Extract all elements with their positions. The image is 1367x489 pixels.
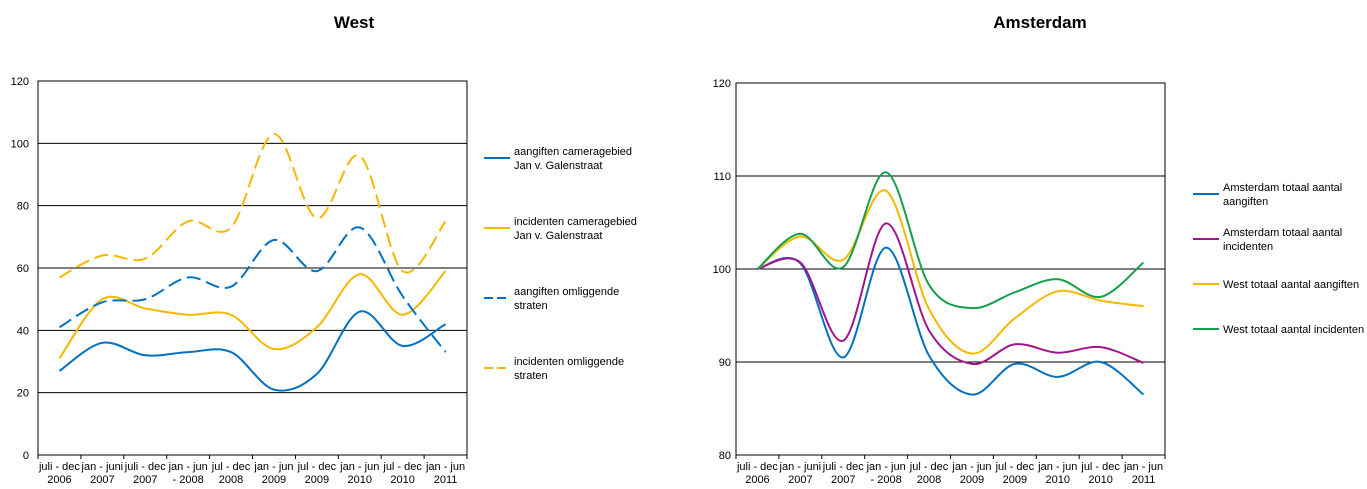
chart-title: West bbox=[334, 13, 375, 32]
series-line bbox=[756, 189, 1144, 355]
series-line bbox=[756, 171, 1145, 310]
x-tick-label: jul - dec 2009 bbox=[297, 461, 337, 486]
y-tick-label: 100 bbox=[713, 264, 731, 276]
legend-label: Amsterdam totaal aantal aangiften bbox=[1223, 182, 1342, 208]
series-line bbox=[757, 246, 1145, 396]
x-tick-label: jul - dec 2008 bbox=[211, 461, 251, 486]
x-tick-label: jan - jun 2009 bbox=[253, 461, 293, 486]
x-tick-label: jan - juni 2007 bbox=[81, 461, 124, 486]
x-tick-label: juli - dec 2007 bbox=[822, 461, 864, 486]
x-tick-label: jul - dec 2010 bbox=[382, 461, 422, 486]
y-tick-label: 0 bbox=[23, 450, 29, 462]
legend-label: West totaal aantal incidenten bbox=[1223, 324, 1364, 336]
x-tick-label: jul - dec 2008 bbox=[909, 461, 949, 486]
y-tick-label: 120 bbox=[11, 76, 29, 88]
y-tick-label: 100 bbox=[11, 138, 29, 150]
chart-title: Amsterdam bbox=[993, 13, 1087, 32]
x-tick-label: jan - jun - 2008 bbox=[168, 461, 208, 486]
x-tick-label: jan - jun 2011 bbox=[1123, 461, 1163, 486]
series-line bbox=[59, 133, 447, 279]
legend-label: West totaal aantal aangiften bbox=[1223, 279, 1359, 291]
legend-label: aangiften cameragebied Jan v. Galenstraat bbox=[514, 146, 632, 172]
legend-label: Amsterdam totaal aantal incidenten bbox=[1223, 227, 1342, 253]
y-tick-label: 60 bbox=[17, 263, 29, 275]
series-line bbox=[757, 222, 1144, 365]
y-tick-label: 90 bbox=[719, 357, 731, 369]
x-tick-label: jan - jun 2010 bbox=[339, 461, 379, 486]
y-tick-label: 110 bbox=[713, 171, 731, 183]
x-tick-label: jan - juni 2007 bbox=[779, 461, 822, 486]
x-tick-label: jan - jun 2009 bbox=[951, 461, 991, 486]
y-tick-label: 120 bbox=[713, 78, 731, 90]
x-tick-label: jan - jun - 2008 bbox=[866, 461, 906, 486]
legend-label: incidenten cameragebied Jan v. Galenstraa… bbox=[514, 216, 637, 242]
x-tick-label: jan - jun 2011 bbox=[425, 461, 465, 486]
y-tick-label: 80 bbox=[17, 201, 29, 213]
x-tick-label: juli - dec 2006 bbox=[38, 461, 80, 486]
y-tick-label: 40 bbox=[17, 325, 29, 337]
x-tick-label: juli - dec 2007 bbox=[124, 461, 166, 486]
y-tick-label: 80 bbox=[719, 450, 731, 462]
legend-label: aangiften omliggende straten bbox=[514, 286, 619, 312]
series-line bbox=[58, 310, 447, 392]
x-tick-label: jul - dec 2009 bbox=[995, 461, 1035, 486]
legend-label: incidenten omliggende straten bbox=[514, 356, 624, 382]
x-tick-label: juli - dec 2006 bbox=[736, 461, 778, 486]
series-line bbox=[58, 270, 447, 359]
y-tick-label: 20 bbox=[17, 388, 29, 400]
x-tick-label: jan - jun 2010 bbox=[1037, 461, 1077, 486]
x-tick-label: jul - dec 2010 bbox=[1080, 461, 1120, 486]
